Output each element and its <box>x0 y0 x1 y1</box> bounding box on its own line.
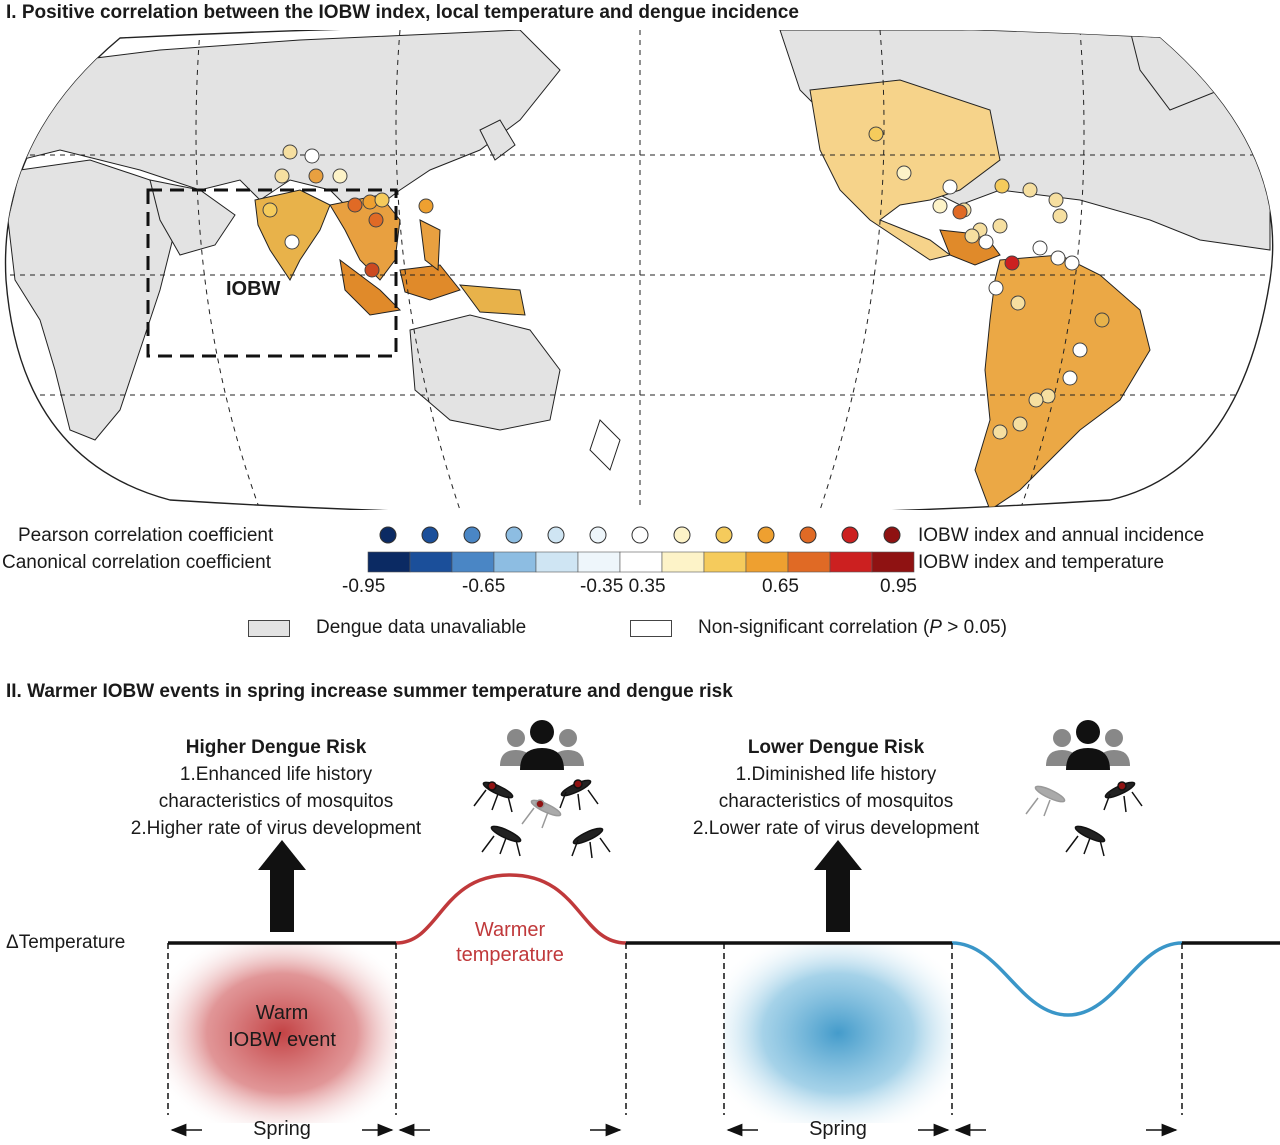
nonsig-swatch <box>630 620 672 637</box>
panel2-title: II. Warmer IOBW events in spring increas… <box>6 681 733 702</box>
legend-dot-9 <box>757 526 775 544</box>
world-map <box>4 30 1274 510</box>
americas-station-dots <box>868 126 1110 440</box>
temperature-schematic <box>167 720 1280 1137</box>
tick-065: 0.65 <box>762 576 799 597</box>
higher-risk-line2: characteristics of mosquitos <box>158 791 394 812</box>
up-arrow-left <box>258 840 306 932</box>
spring-label-left: Spring <box>253 1118 311 1140</box>
legend-dot-6 <box>631 526 649 544</box>
legend-dot-12 <box>883 526 901 544</box>
pearson-label: Pearson correlation coefficient <box>18 525 274 546</box>
iobw-region-label: IOBW <box>226 278 281 300</box>
people-icon-right <box>1046 729 1130 766</box>
temperature-legend-label: IOBW index and temperature <box>918 552 1165 573</box>
mosquito-icons-left <box>473 779 611 859</box>
tick-neg095: -0.95 <box>342 576 386 597</box>
iobw-region-box <box>146 188 398 358</box>
warm-iobw-box <box>168 943 396 1123</box>
legend-bar-2 <box>451 551 495 573</box>
people-icon-right-center <box>1066 720 1110 770</box>
period-dividers <box>167 943 1183 1115</box>
lower-risk-line1: 1.Diminished life history <box>735 764 937 785</box>
nonsig-label: Non-significant correlation (P > 0.05) <box>698 617 1007 638</box>
lower-risk-line2: characteristics of mosquitos <box>718 791 954 812</box>
legend-dot-10 <box>799 526 817 544</box>
incidence-legend-label: IOBW index and annual incidence <box>918 525 1205 546</box>
tick-035: -0.35 0.35 <box>580 576 666 597</box>
legend-dot-11 <box>841 526 859 544</box>
warm-curve <box>395 873 627 945</box>
legend-bar-12 <box>871 551 915 573</box>
na-swatch <box>248 620 290 637</box>
lower-risk-block: Lower Dengue Risk 1.Diminished life hist… <box>636 734 1036 842</box>
legend-dot-1 <box>421 526 439 544</box>
higher-risk-block: Higher Dengue Risk 1.Enhanced life histo… <box>76 734 476 842</box>
warmer-temperature-label: Warmer temperature <box>456 919 564 966</box>
higher-risk-line3: 2.Higher rate of virus development <box>130 818 422 839</box>
warm-event-label: Warm IOBW event <box>228 1002 336 1051</box>
spring-label-right: Spring <box>809 1118 867 1140</box>
legend-bar-6 <box>619 551 663 573</box>
legend-bar-4 <box>535 551 579 573</box>
panel1-title: I. Positive correlation between the IOBW… <box>6 2 799 23</box>
legend-bar-9 <box>745 551 789 573</box>
up-arrow-right <box>814 840 862 932</box>
tick-neg065: -0.65 <box>462 576 506 597</box>
legend-dot-3 <box>505 526 523 544</box>
mosquito-icons-right <box>1025 781 1143 857</box>
color-scale-legend <box>367 526 915 573</box>
legend-dot-7 <box>673 526 691 544</box>
legend-bar-7 <box>661 551 705 573</box>
people-icon-left-center <box>520 720 564 770</box>
na-label: Dengue data unavaliable <box>316 617 527 638</box>
legend-dot-2 <box>463 526 481 544</box>
lower-risk-heading: Lower Dengue Risk <box>747 737 925 758</box>
legend-bar-11 <box>829 551 873 573</box>
legend-bar-3 <box>493 551 537 573</box>
legend-dot-0 <box>379 526 397 544</box>
legend-dot-4 <box>547 526 565 544</box>
legend-bar-8 <box>703 551 747 573</box>
legend-bar-1 <box>409 551 453 573</box>
legend-bar-0 <box>367 551 411 573</box>
cool-iobw-box <box>724 943 952 1123</box>
australia-landmass <box>409 314 561 431</box>
lower-risk-line3: 2.Lower rate of virus development <box>692 818 980 839</box>
canonical-label: Canonical correlation coefficient <box>2 552 271 573</box>
legend-dot-5 <box>589 526 607 544</box>
cool-curve <box>951 941 1183 1017</box>
legend-dot-8 <box>715 526 733 544</box>
legend-bar-5 <box>577 551 621 573</box>
tick-095: 0.95 <box>880 576 917 597</box>
higher-risk-line1: 1.Enhanced life history <box>179 764 373 785</box>
delta-temperature-label: ΔTemperature <box>6 932 126 953</box>
higher-risk-heading: Higher Dengue Risk <box>185 737 367 758</box>
asia-station-dots <box>262 144 434 278</box>
legend-bar-10 <box>787 551 831 573</box>
